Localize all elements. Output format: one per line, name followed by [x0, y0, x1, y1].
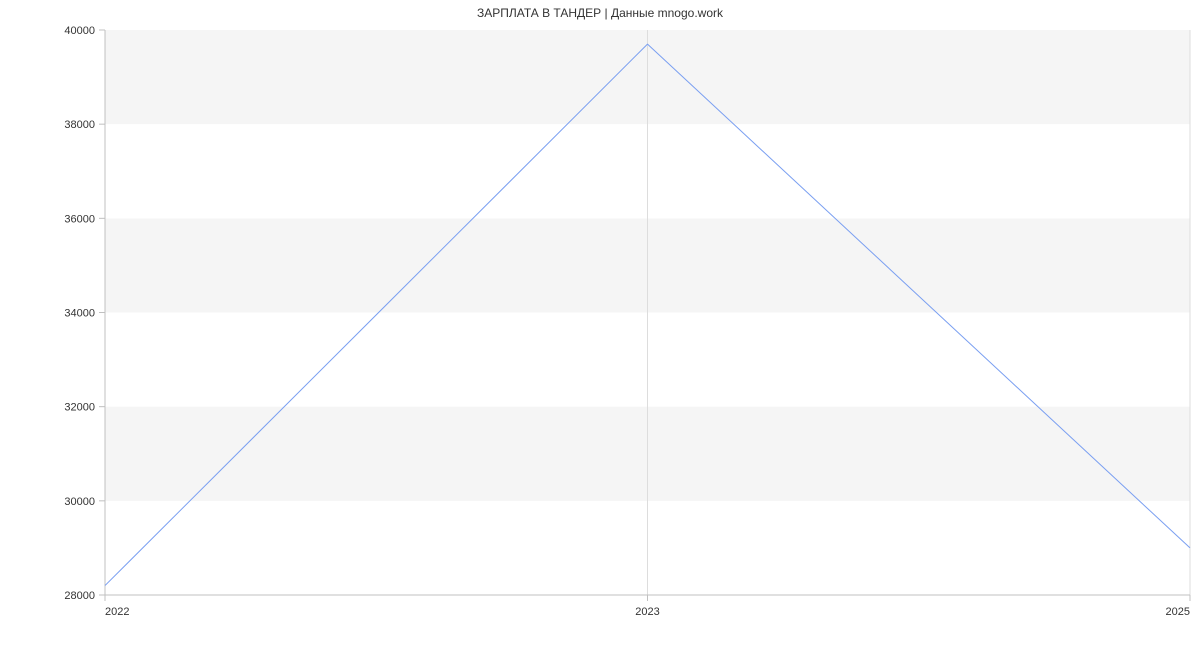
y-tick-label: 36000	[64, 213, 95, 225]
x-tick-label: 2025	[1166, 606, 1190, 618]
y-tick-label: 30000	[64, 496, 95, 508]
x-tick-label: 2022	[105, 606, 129, 618]
y-tick-label: 28000	[64, 590, 95, 602]
y-tick-label: 40000	[64, 25, 95, 37]
line-chart: 28000 30000 32000 34000 36000 38000 40000 2022 2…	[0, 0, 1200, 650]
y-tick-label: 34000	[64, 308, 95, 320]
x-tick-label: 2023	[635, 606, 659, 618]
chart-title: ЗАРПЛАТА В ТАНДЕР | Данные mnogo.work	[0, 6, 1200, 20]
y-tick-label: 38000	[64, 119, 95, 131]
y-tick-label: 32000	[64, 402, 95, 414]
